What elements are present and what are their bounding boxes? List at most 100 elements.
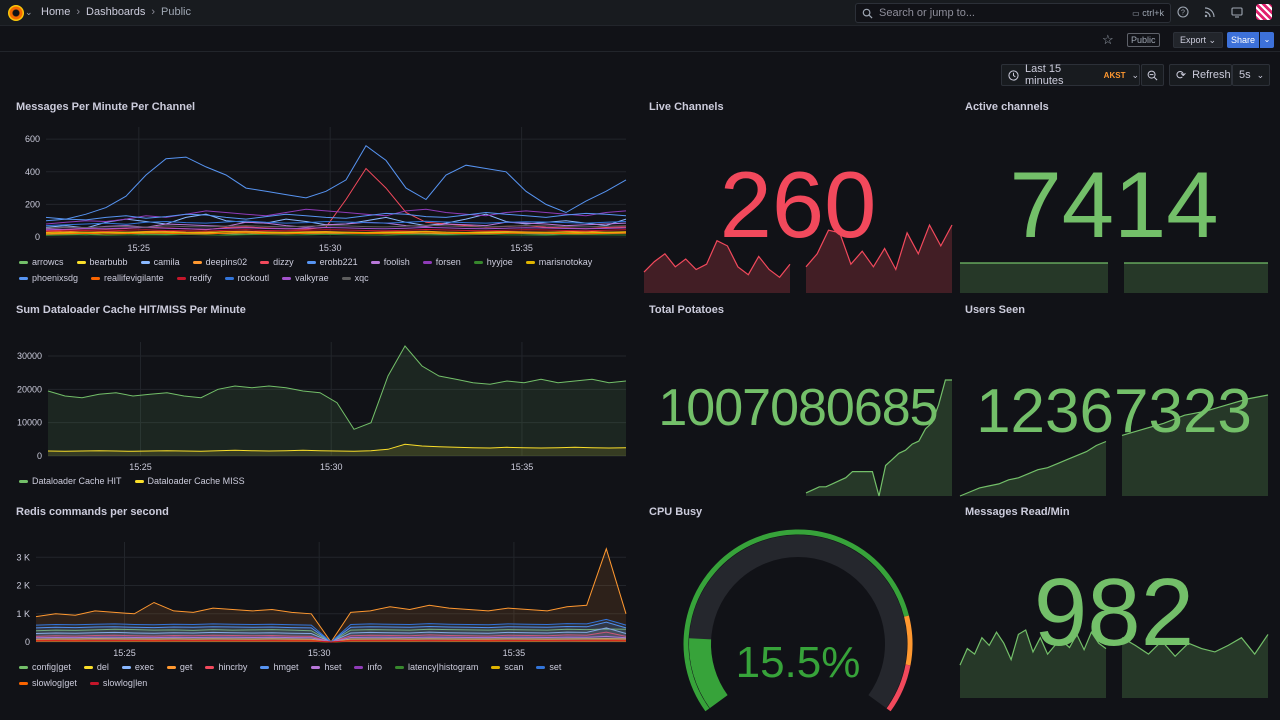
export-label: Export — [1180, 35, 1207, 45]
news-rss-icon[interactable] — [1202, 4, 1218, 20]
legend-item[interactable]: info — [354, 662, 382, 672]
legend-swatch — [166, 665, 176, 669]
legend-item[interactable]: hmget — [260, 662, 298, 672]
gauge-threshold-green — [683, 529, 909, 712]
legend-item[interactable]: foolish — [370, 257, 410, 267]
panel-active-channels[interactable]: Active channels 7414 — [960, 101, 1268, 293]
legend-item[interactable]: marisnotokay — [525, 257, 592, 267]
kiosk-monitor-icon[interactable] — [1229, 4, 1245, 20]
legend-item[interactable]: Dataloader Cache HIT — [19, 476, 122, 486]
panel-live-channels[interactable]: Live Channels 260 — [643, 101, 953, 293]
sparkline-area — [960, 441, 1106, 496]
panel-title: Active channels — [965, 101, 1049, 113]
legend-item[interactable]: deepins02 — [192, 257, 248, 267]
time-range-picker[interactable]: Last 15 minutes AKST ⌄ — [1001, 63, 1140, 87]
breadcrumb-dashboards[interactable]: Dashboards — [86, 6, 146, 18]
x-tick-label: 15:35 — [510, 243, 533, 253]
legend-swatch — [525, 260, 535, 264]
y-tick-label: 10000 — [17, 418, 42, 428]
legend-swatch — [19, 681, 28, 685]
legend-item[interactable]: redify — [176, 273, 212, 283]
chevron-down-icon[interactable]: ⌄ — [25, 7, 33, 17]
legend-label: dizzy — [273, 257, 294, 267]
legend-item[interactable]: bearbubb — [76, 257, 128, 267]
legend-item[interactable]: forsen — [422, 257, 461, 267]
panel-users-seen[interactable]: Users Seen 12367323 — [959, 304, 1269, 497]
y-tick-label: 400 — [25, 167, 40, 177]
search-icon — [862, 8, 873, 19]
legend-swatch — [19, 665, 28, 669]
legend-item[interactable]: scan — [491, 662, 523, 672]
legend-label: camila — [153, 257, 180, 267]
legend-item[interactable]: dizzy — [260, 257, 294, 267]
x-tick-label: 15:25 — [128, 243, 151, 253]
legend-item[interactable]: set — [536, 662, 561, 672]
breadcrumb-home[interactable]: Home — [41, 6, 71, 18]
share-menu-chevron-icon[interactable]: ⌄ — [1260, 32, 1274, 48]
legend-item[interactable]: camila — [140, 257, 180, 267]
panel-messages-read[interactable]: Messages Read/Min 982 — [959, 506, 1269, 698]
legend-label: bearbubb — [89, 257, 128, 267]
search-input[interactable]: Search or jump to... ▭ ctrl+k — [855, 3, 1171, 23]
legend-item[interactable]: exec — [121, 662, 154, 672]
legend-swatch — [282, 276, 292, 280]
legend-label: exec — [134, 662, 154, 672]
legend-item[interactable]: phoenixsdg — [19, 273, 78, 283]
panel-title: Users Seen — [965, 304, 1025, 316]
legend-label: xqc — [354, 273, 369, 283]
sparkline-area — [1122, 395, 1268, 496]
refresh-interval-label: 5s — [1239, 69, 1251, 81]
refresh-button[interactable]: ⟳ Refresh — [1169, 64, 1232, 86]
grafana-logo-icon[interactable] — [8, 5, 24, 21]
legend-item[interactable]: slowlog|len — [89, 678, 147, 688]
sparkline-line — [643, 239, 791, 279]
legend-item[interactable]: latency|histogram — [394, 662, 478, 672]
star-icon[interactable]: ☆ — [1102, 32, 1114, 47]
panel-messages-per-minute[interactable]: Messages Per Minute Per Channel 0 200 400 6… — [16, 101, 630, 291]
y-tick-label: 1 K — [16, 609, 30, 619]
panel-redis-commands[interactable]: Redis commands per second 0 1 K 2 K 3 K 15:2… — [16, 506, 630, 696]
legend-item[interactable]: erobb221 — [306, 257, 358, 267]
series-line — [47, 443, 627, 452]
legend-item[interactable]: rockoutl — [224, 273, 269, 283]
legend-item[interactable]: arrowcs — [19, 257, 64, 267]
x-tick-label: 15:25 — [113, 648, 136, 658]
legend-swatch — [134, 479, 144, 483]
gauge-fill — [688, 638, 728, 709]
legend-item[interactable]: reallifevigilante — [91, 273, 164, 283]
legend-item[interactable]: valkyrae — [282, 273, 329, 283]
sparkline-line — [959, 629, 1107, 666]
legend-swatch — [83, 665, 93, 669]
share-button[interactable]: Share — [1227, 32, 1259, 48]
zoom-out-button[interactable] — [1141, 64, 1164, 86]
legend-item[interactable]: slowlog|get — [19, 678, 77, 688]
legend-label: deepins02 — [205, 257, 248, 267]
series-line — [45, 144, 627, 220]
legend-swatch — [491, 665, 501, 669]
export-button[interactable]: Export ⌄ — [1173, 32, 1224, 48]
help-icon[interactable]: ? — [1175, 4, 1191, 20]
legend-swatch — [370, 260, 380, 264]
chevron-right-icon: › — [76, 6, 81, 18]
sparkline — [643, 223, 953, 293]
legend-item[interactable]: Dataloader Cache MISS — [134, 476, 245, 486]
series-line — [45, 224, 627, 229]
chevron-down-icon: ⌄ — [1131, 69, 1139, 80]
user-avatar[interactable] — [1256, 4, 1272, 20]
legend-label: Dataloader Cache HIT — [32, 476, 122, 486]
legend-item[interactable]: xqc — [341, 273, 369, 283]
stat-value: 1007080685 — [658, 379, 938, 437]
x-tick-label: 15:30 — [308, 648, 331, 658]
legend-item[interactable]: del — [83, 662, 109, 672]
panel-cache-hit-miss[interactable]: Sum Dataloader Cache HIT/MISS Per Minute… — [16, 304, 630, 494]
panel-cpu-busy[interactable]: CPU Busy 15.5% — [644, 506, 952, 712]
legend-item[interactable]: config|get — [19, 662, 71, 672]
legend-swatch — [19, 479, 28, 483]
legend-item[interactable]: hyyjoe — [473, 257, 513, 267]
legend-item[interactable]: get — [166, 662, 192, 672]
panel-total-potatoes[interactable]: Total Potatoes 1007080685 — [644, 304, 952, 497]
legend-item[interactable]: hset — [311, 662, 341, 672]
refresh-interval-picker[interactable]: 5s ⌄ — [1232, 64, 1270, 86]
x-tick-label: 15:25 — [129, 462, 152, 472]
legend-item[interactable]: hincrby — [205, 662, 247, 672]
